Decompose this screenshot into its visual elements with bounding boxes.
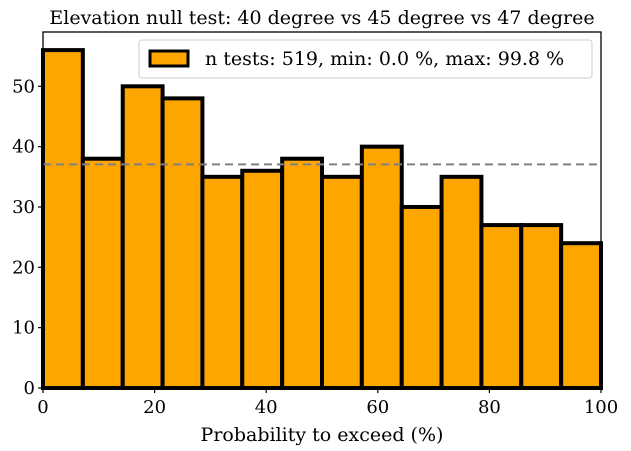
histogram-bar [519,223,564,390]
legend-box [138,39,593,79]
y-tick-label: 20 [12,257,35,278]
histogram-bar [200,174,245,390]
legend-label: n tests: 519, min: 0.0 %, max: 99.8 % [205,48,564,70]
plot-frame [42,31,602,389]
histogram-bar [80,156,125,390]
legend: n tests: 519, min: 0.0 %, max: 99.8 % [138,39,593,79]
ticks-layer: 0 20 40 60 80 100 0 10 20 30 40 50 [12,76,618,418]
histogram-bar [120,84,165,390]
x-tick-label: 60 [366,397,389,418]
histogram-bar [160,96,205,390]
x-tick-label: 100 [584,397,618,418]
x-tick-label: 80 [478,397,501,418]
histogram-bar [399,204,444,390]
x-tick-label: 40 [255,397,278,418]
x-tick-label: 0 [37,397,48,418]
histogram-bar [240,168,285,390]
histogram-bar [41,48,85,391]
chart-title: Elevation null test: 40 degree vs 45 deg… [49,7,594,29]
legend-swatch [148,49,190,68]
histogram-bar [320,174,364,390]
histogram-bar [280,156,325,390]
y-tick-label: 10 [12,318,35,339]
y-tick-label: 50 [12,76,35,97]
y-tick-label: 0 [24,378,35,399]
histogram-bar [359,144,404,390]
histogram-bar [559,241,604,390]
bars-layer [41,48,604,391]
histogram-bar [439,174,484,390]
y-tick-label: 30 [12,197,35,218]
x-axis-label: Probability to exceed (%) [201,424,444,446]
y-tick-label: 40 [12,137,35,158]
x-tick-label: 20 [143,397,166,418]
histogram-bar [479,223,524,390]
